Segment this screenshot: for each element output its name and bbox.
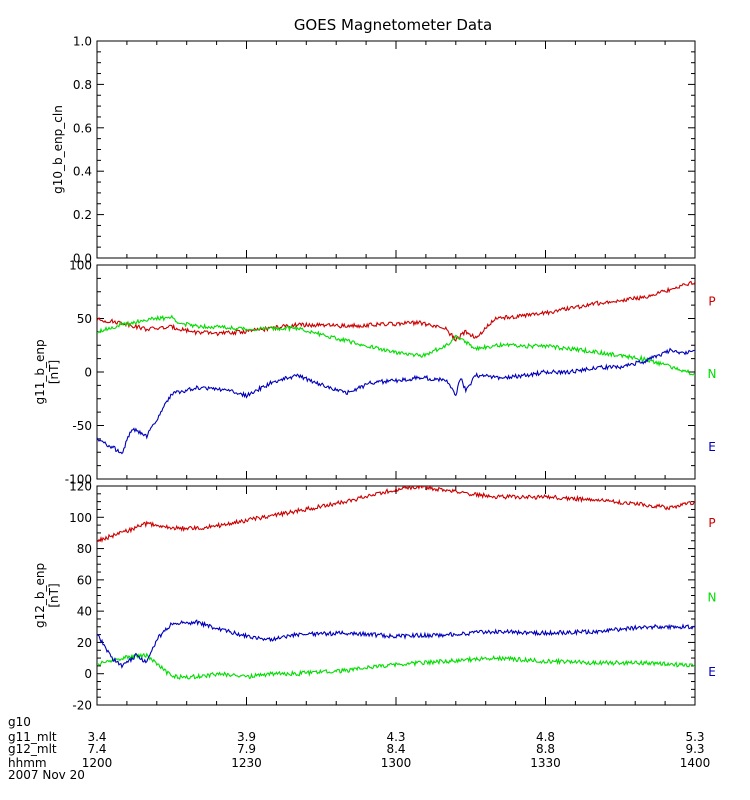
x-tick-label: 4.8 — [536, 730, 555, 744]
series-line-N — [97, 314, 695, 376]
series-line-E — [97, 619, 695, 669]
y-tick-label: 80 — [77, 542, 92, 556]
y-axis-label: g10_b_enp_cln — [51, 105, 65, 194]
y-tick-label: 0.0 — [73, 252, 92, 266]
x-tick-label: 3.9 — [237, 730, 256, 744]
legend-label-P: P — [708, 294, 715, 308]
x-row-label: g12_mlt — [8, 742, 57, 756]
y-axis-label: g11_b_enp — [33, 339, 47, 404]
y-tick-label: -100 — [65, 473, 92, 487]
x-row-label: g11_mlt — [8, 730, 57, 744]
y-axis-unit: [nT] — [47, 360, 61, 384]
y-tick-label: -50 — [72, 419, 92, 433]
y-tick-label: 120 — [69, 480, 92, 494]
x-tick-label: 1300 — [381, 756, 412, 770]
panels-layer: 0.0 0.2 0.4 0.6 0.8 1.0 g10_b_enp_cln -100 -50 0 5… — [33, 35, 716, 713]
x-tick-label: 1230 — [231, 756, 262, 770]
x-tick-label: 1200 — [82, 756, 113, 770]
x-tick-label: 8.4 — [386, 742, 405, 756]
y-tick-label: -20 — [72, 699, 92, 713]
y-tick-label: 1.0 — [73, 35, 92, 49]
x-tick-label: 8.8 — [536, 742, 555, 756]
legend-label-N: N — [708, 591, 717, 605]
legend-label-E: E — [708, 440, 716, 454]
panel-frame — [96, 264, 696, 480]
x-tick-label: 5.3 — [685, 730, 704, 744]
date-label: 2007 Nov 20 — [8, 768, 85, 782]
series-line-E — [97, 347, 695, 455]
legend-label-N: N — [708, 367, 717, 381]
x-tick-label: 7.4 — [87, 742, 106, 756]
y-axis-label: g12_b_enp — [33, 563, 47, 628]
x-tick-label: 1400 — [680, 756, 711, 770]
panel-frame — [96, 485, 696, 706]
x-row-label: g10 — [8, 715, 31, 729]
x-tick-label: 3.4 — [87, 730, 106, 744]
y-tick-label: 100 — [69, 259, 92, 273]
panel-3: -20 0 20 40 60 80 100 120 g12_b_enp [nT] P N E — [33, 480, 716, 713]
panel-2: -100 -50 0 50 100 g11_b_enp [nT] P N E — [33, 259, 716, 487]
y-tick-label: 0.8 — [73, 78, 92, 92]
panel-1: 0.0 0.2 0.4 0.6 0.8 1.0 g10_b_enp_cln — [51, 35, 696, 266]
y-tick-label: 0 — [84, 366, 92, 380]
series-line-P — [97, 280, 695, 342]
x-tick-label: 4.3 — [386, 730, 405, 744]
y-axis-unit: [nT] — [47, 583, 61, 607]
y-tick-label: 0.4 — [73, 165, 92, 179]
series-line-P — [97, 486, 695, 543]
y-tick-label: 0 — [84, 667, 92, 681]
y-tick-label: 40 — [77, 605, 92, 619]
series-line-N — [97, 652, 695, 680]
x-tick-label: 7.9 — [237, 742, 256, 756]
legend-label-P: P — [708, 516, 715, 530]
y-tick-label: 50 — [77, 312, 92, 326]
y-tick-label: 100 — [69, 511, 92, 525]
x-row-label: hhmm — [8, 756, 47, 770]
x-tick-label: 9.3 — [685, 742, 704, 756]
y-tick-label: 60 — [77, 573, 92, 587]
legend-label-E: E — [708, 665, 716, 679]
panel-frame — [96, 40, 696, 259]
y-tick-label: 0.2 — [73, 208, 92, 222]
y-tick-label: 0.6 — [73, 121, 92, 135]
y-tick-label: 20 — [77, 636, 92, 650]
x-tick-label: 1330 — [530, 756, 561, 770]
chart-title: GOES Magnetometer Data — [294, 16, 492, 34]
